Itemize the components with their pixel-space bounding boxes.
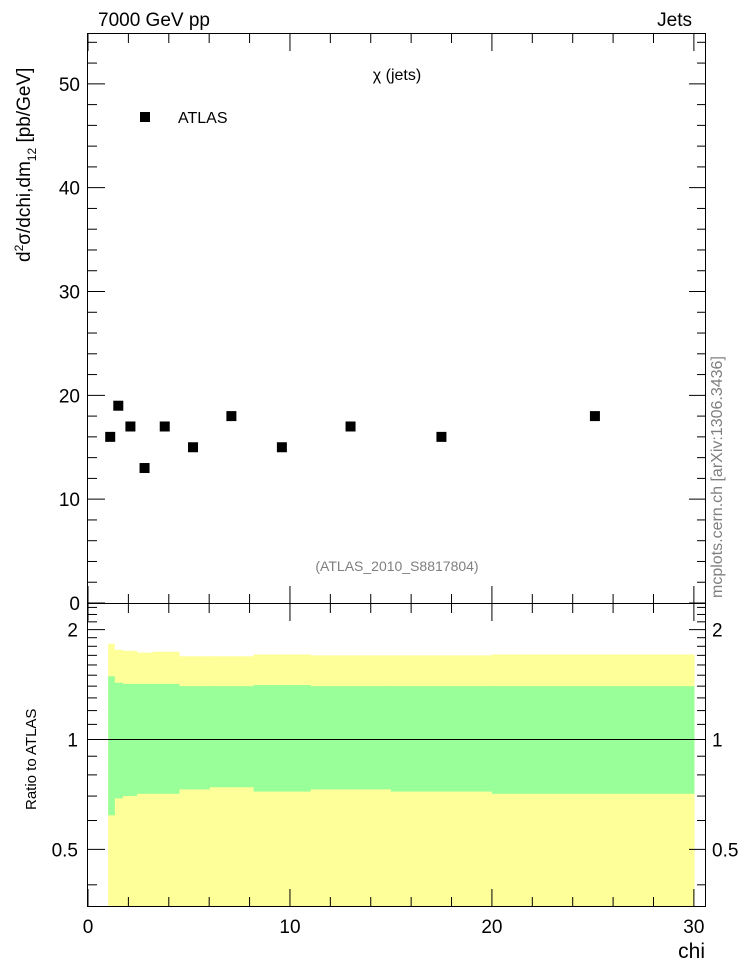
analysis-label: (ATLAS_2010_S8817804) (315, 558, 478, 574)
ratio-y-tick-label: 0.5 (52, 840, 78, 861)
ratio-y-tick-label-right: 0.5 (712, 840, 738, 861)
ratio-frame (87, 603, 706, 907)
ylabel-sub: 12 (25, 148, 39, 162)
data-point (125, 421, 136, 432)
header-right: Jets (657, 10, 692, 31)
main-points (105, 400, 600, 474)
green-band-bin (253, 685, 311, 792)
x-tick-label: 0 (83, 917, 94, 938)
main-y-tick-label: 40 (59, 179, 80, 200)
x-axis-label: chi (678, 940, 705, 963)
ylabel-d: d (14, 251, 35, 262)
data-point (139, 463, 150, 474)
x-tick-label: 10 (279, 917, 300, 938)
green-band-bin (209, 686, 255, 788)
data-point (105, 431, 116, 442)
ratio-y-tick-label: 2 (67, 621, 78, 642)
ratio-y-axis-label: Ratio to ATLAS (23, 709, 40, 810)
ylabel-rest: σ/dchi,dm (14, 161, 35, 245)
green-band-bin (178, 686, 210, 790)
data-point (113, 400, 124, 411)
main-y-tick-label: 20 (59, 386, 80, 407)
main-y-tick-label: 30 (59, 283, 80, 304)
ratio-y-tick-label-right: 2 (712, 621, 723, 642)
legend-label: ATLAS (178, 110, 228, 127)
ylabel-exp: 2 (12, 244, 26, 251)
green-band-bin (136, 683, 154, 794)
x-tick-label: 30 (683, 917, 704, 938)
data-point (159, 421, 170, 432)
main-ticks: 0 10 20 30 40 50 (59, 34, 706, 615)
main-y-tick-label: 50 (59, 75, 80, 96)
green-band-bin (390, 686, 493, 792)
green-band-bin (152, 683, 180, 794)
ratio-y-tick-label-right: 1 (712, 731, 723, 752)
data-point (188, 442, 199, 453)
data-point (345, 421, 356, 432)
main-title: χ (jets) (373, 67, 421, 84)
ratio-bands (108, 643, 695, 906)
main-y-axis-label: d2σ/dchi,dm12 [pb/GeV] (12, 68, 39, 262)
main-y-tick-label: 0 (69, 594, 80, 615)
green-band-bin (310, 686, 392, 790)
header-left: 7000 GeV pp (98, 10, 210, 31)
data-point (436, 431, 447, 442)
side-label: mcplots.cern.ch [arXiv:1306.3436] (709, 356, 726, 598)
data-point (276, 442, 287, 453)
data-point (226, 411, 237, 422)
main-y-tick-label: 10 (59, 490, 80, 511)
ratio-ticks: 0.5 0.51 12 20 10 20 30 (52, 604, 738, 938)
green-band-bin (114, 682, 123, 799)
ratio-y-tick-label: 1 (67, 731, 78, 752)
ratio-panel: 0.5 0.51 12 20 10 20 30 Ratio to ATLAS chi (23, 603, 738, 963)
green-band-bin (108, 676, 115, 816)
ylabel-unit: [pb/GeV] (14, 68, 35, 148)
data-point (589, 411, 600, 422)
x-tick-label: 20 (481, 917, 502, 938)
main-panel: 0 10 20 30 40 50 χ (jets) ATLAS (ATLAS_2010_S… (12, 33, 706, 615)
legend-marker (140, 112, 150, 122)
